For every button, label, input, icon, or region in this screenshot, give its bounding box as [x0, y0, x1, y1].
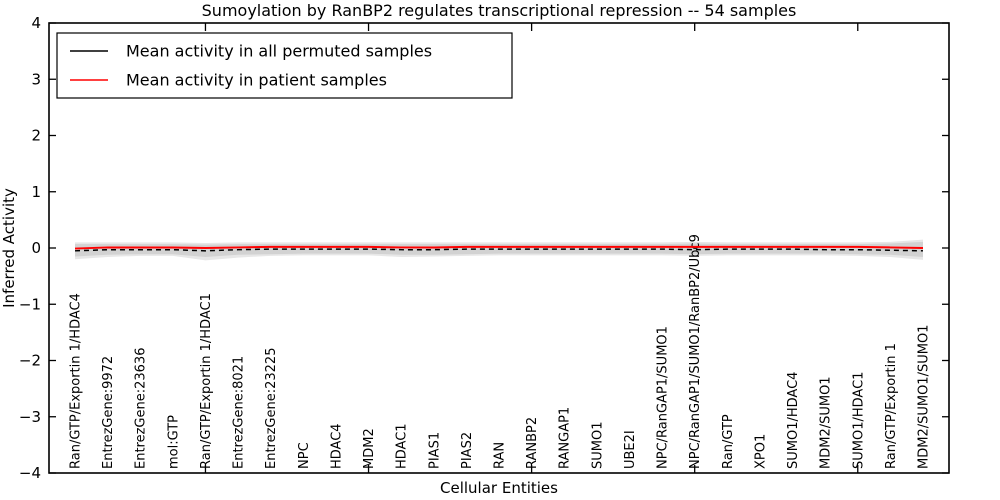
x-tick-label: EntrezGene:23225 — [264, 348, 279, 469]
x-tick-label: SUMO1/HDAC4 — [786, 372, 801, 469]
x-tick-label: Ran/GTP/Exportin 1 — [884, 343, 899, 469]
x-tick-label: RANGAP1 — [558, 407, 573, 469]
x-tick-label: Ran/GTP/Exportin 1/HDAC4 — [69, 293, 84, 469]
x-tick-label: SUMO1/HDAC1 — [851, 372, 866, 469]
series-line-1 — [74, 245, 924, 250]
y-tick-label: −1 — [19, 295, 41, 313]
legend-label-0: Mean activity in all permuted samples — [126, 42, 432, 61]
x-tick-label: HDAC4 — [329, 423, 344, 469]
y-tick-label: 1 — [31, 183, 41, 201]
x-category-labels: Ran/GTP/Exportin 1/HDAC4 EntrezGene:9972 E… — [69, 234, 932, 469]
x-tick-label: UBE2I — [623, 430, 638, 469]
legend-box — [56, 32, 513, 99]
x-tick-label: PIAS1 — [427, 432, 442, 469]
x-tick-label: MDM2/SUMO1/SUMO1 — [917, 325, 932, 469]
x-tick-label: mol:GTP — [166, 415, 181, 469]
x-tick-label: RANBP2 — [525, 417, 540, 469]
x-tick-label: MDM2/SUMO1 — [819, 376, 834, 469]
y-tick-label: 4 — [31, 14, 41, 32]
x-tick-label: HDAC1 — [395, 423, 410, 469]
x-tick-label: Ran/GTP — [721, 414, 736, 469]
legend-label-1: Mean activity in patient samples — [126, 71, 387, 90]
x-tick-label: PIAS2 — [460, 432, 475, 469]
x-axis-label: Cellular Entities — [440, 479, 558, 497]
x-tick-label: NPC/RanGAP1/SUMO1/RanBP2/Ubc9 — [688, 234, 703, 469]
y-tick-label: 2 — [31, 127, 41, 145]
y-tick-label: 0 — [31, 239, 41, 257]
y-axis-label: Inferred Activity — [0, 188, 18, 308]
y-tick-labels: −4 −3 −2 −1 0 1 2 3 4 — [19, 14, 41, 482]
x-tick-label: EntrezGene:9972 — [101, 356, 116, 469]
x-tick-label: MDM2 — [362, 428, 377, 469]
x-tick-label: SUMO1 — [590, 422, 605, 470]
x-tick-label: NPC — [297, 442, 312, 469]
series-line-0 — [74, 248, 924, 252]
x-tick-label: Ran/GTP/Exportin 1/HDAC1 — [199, 293, 214, 469]
x-tick-label: EntrezGene:23636 — [134, 348, 149, 469]
x-tick-label: RAN — [493, 442, 508, 469]
x-tick-label: NPC/RanGAP1/SUMO1 — [656, 326, 671, 469]
legend: Mean activity in all permuted samples Mea… — [56, 32, 513, 99]
chart-title: Sumoylation by RanBP2 regulates transcri… — [202, 1, 797, 20]
y-tick-label: −3 — [19, 408, 41, 426]
x-tick-label: XPO1 — [753, 434, 768, 469]
plot-frame — [48, 22, 950, 474]
x-tick-label: EntrezGene:8021 — [232, 356, 247, 469]
y-tick-label: −2 — [19, 352, 41, 370]
y-tick-label: 3 — [31, 70, 41, 88]
y-tick-label: −4 — [19, 464, 41, 482]
